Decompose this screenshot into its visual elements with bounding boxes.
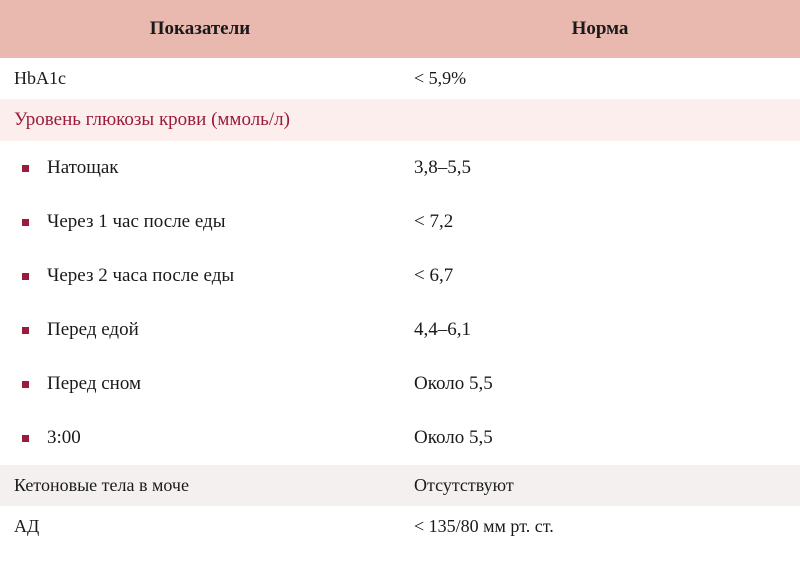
beforesleep-value: Около 5,5	[400, 357, 800, 411]
bp-label: АД	[0, 506, 400, 547]
bp-value: < 135/80 мм рт. ст.	[400, 506, 800, 547]
beforemeal-cell: Перед едой	[0, 303, 400, 357]
row-ketones: Кетоновые тела в моче Отсутствуют	[0, 465, 800, 506]
row-1hour: Через 1 час после еды < 7,2	[0, 195, 800, 249]
row-before-meal: Перед едой 4,4–6,1	[0, 303, 800, 357]
beforemeal-label: Перед едой	[47, 319, 139, 341]
hba1c-value: < 5,9%	[400, 58, 800, 99]
fasting-cell: Натощак	[0, 141, 400, 195]
row-fasting: Натощак 3,8–5,5	[0, 141, 800, 195]
threeam-label: 3:00	[47, 427, 81, 449]
bullet-icon	[22, 273, 29, 280]
header-norm: Норма	[400, 0, 800, 58]
beforesleep-label: Перед сном	[47, 373, 141, 395]
bullet-icon	[22, 165, 29, 172]
ketones-value: Отсутствуют	[400, 465, 800, 506]
onehour-label: Через 1 час после еды	[47, 211, 225, 233]
row-3am: 3:00 Около 5,5	[0, 411, 800, 465]
glucose-section-label: Уровень глюкозы крови (ммоль/л)	[0, 99, 800, 141]
bullet-icon	[22, 327, 29, 334]
onehour-value: < 7,2	[400, 195, 800, 249]
row-hba1c: HbA1c < 5,9%	[0, 58, 800, 99]
fasting-value: 3,8–5,5	[400, 141, 800, 195]
bullet-icon	[22, 435, 29, 442]
header-indicators: Показатели	[0, 0, 400, 58]
threeam-value: Около 5,5	[400, 411, 800, 465]
onehour-cell: Через 1 час после еды	[0, 195, 400, 249]
twohour-label: Через 2 часа после еды	[47, 265, 234, 287]
threeam-cell: 3:00	[0, 411, 400, 465]
table-header-row: Показатели Норма	[0, 0, 800, 58]
beforesleep-cell: Перед сном	[0, 357, 400, 411]
fasting-label: Натощак	[47, 157, 119, 179]
twohour-cell: Через 2 часа после еды	[0, 249, 400, 303]
row-2hour: Через 2 часа после еды < 6,7	[0, 249, 800, 303]
twohour-value: < 6,7	[400, 249, 800, 303]
bullet-icon	[22, 219, 29, 226]
row-before-sleep: Перед сном Около 5,5	[0, 357, 800, 411]
bullet-icon	[22, 381, 29, 388]
ketones-label: Кетоновые тела в моче	[0, 465, 400, 506]
medical-reference-table: Показатели Норма HbA1c < 5,9% Уровень гл…	[0, 0, 800, 547]
beforemeal-value: 4,4–6,1	[400, 303, 800, 357]
hba1c-label: HbA1c	[0, 58, 400, 99]
row-glucose-section: Уровень глюкозы крови (ммоль/л)	[0, 99, 800, 141]
row-bp: АД < 135/80 мм рт. ст.	[0, 506, 800, 547]
